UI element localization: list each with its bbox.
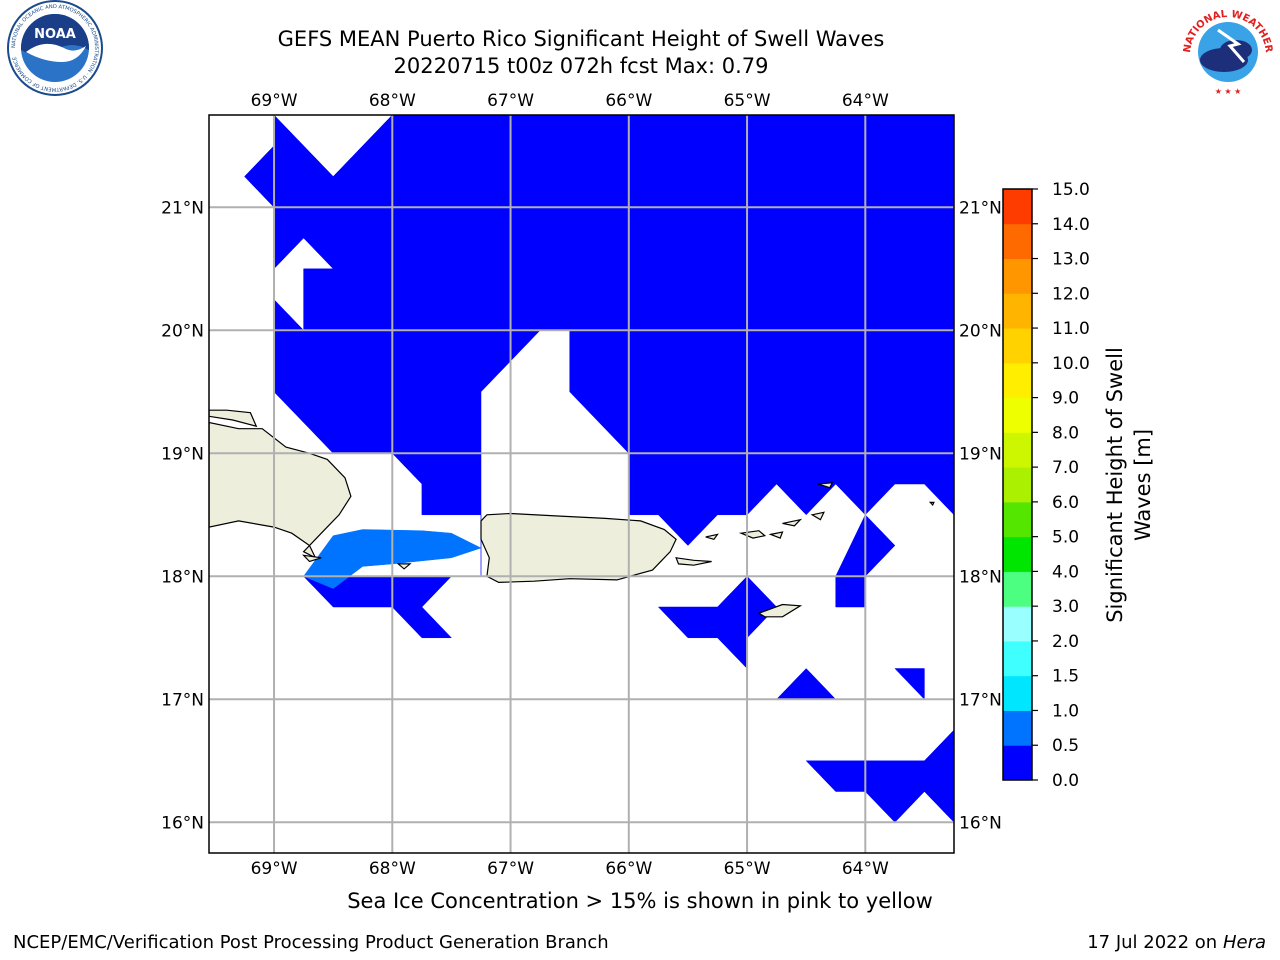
colorbar-tick-label: 0.0	[1052, 771, 1079, 791]
colorbar-tick-label: 1.0	[1052, 701, 1079, 721]
lat-label-left: 18°N	[161, 567, 204, 587]
sea-ice-footnote: Sea Ice Concentration > 15% is shown in …	[0, 889, 1280, 913]
lon-label-top: 69°W	[251, 91, 298, 111]
colorbar-segment	[1003, 502, 1032, 537]
colorbar-segment	[1003, 189, 1032, 224]
lon-label-bottom: 64°W	[842, 859, 889, 879]
colorbar-segment	[1003, 259, 1032, 294]
credit-date-text: 17 Jul 2022 on	[1087, 932, 1223, 953]
colorbar-tick-label: 3.0	[1052, 597, 1079, 617]
colorbar-segment	[1003, 537, 1032, 572]
colorbar-tick-label: 10.0	[1052, 354, 1090, 374]
colorbar-segment	[1003, 398, 1032, 433]
lon-label-bottom: 65°W	[724, 859, 771, 879]
lat-label-right: 19°N	[959, 444, 1002, 464]
colorbar-segment	[1003, 432, 1032, 467]
colorbar-tick-label: 12.0	[1052, 284, 1090, 304]
colorbar-segment	[1003, 676, 1032, 711]
colorbar-segment	[1003, 710, 1032, 745]
lon-label-top: 65°W	[724, 91, 771, 111]
lat-label-right: 20°N	[959, 321, 1002, 341]
colorbar-segment	[1003, 328, 1032, 363]
colorbar-segment	[1003, 745, 1032, 780]
lat-label-left: 21°N	[161, 198, 204, 218]
colorbar-label-line1: Significant Height of Swell	[1103, 347, 1127, 623]
lat-label-right: 18°N	[959, 567, 1002, 587]
lon-label-top: 67°W	[487, 91, 534, 111]
colorbar-tick-label: 4.0	[1052, 562, 1079, 582]
colorbar-segment	[1003, 363, 1032, 398]
colorbar-label: Significant Height of SwellWaves [m]	[1103, 347, 1155, 623]
colorbar-label-line2: Waves [m]	[1131, 429, 1155, 541]
lat-label-right: 17°N	[959, 690, 1002, 710]
lat-label-left: 17°N	[161, 690, 204, 710]
lon-label-bottom: 66°W	[605, 859, 652, 879]
lat-label-left: 19°N	[161, 444, 204, 464]
lat-label-right: 16°N	[959, 813, 1002, 833]
colorbar-tick-label: 5.0	[1052, 528, 1079, 548]
colorbar-tick-label: 2.0	[1052, 632, 1079, 652]
colorbar-tick-label: 14.0	[1052, 215, 1090, 235]
lon-label-top: 66°W	[605, 91, 652, 111]
colorbar-tick-label: 15.0	[1052, 180, 1090, 200]
lon-label-bottom: 67°W	[487, 859, 534, 879]
lon-label-bottom: 69°W	[251, 859, 298, 879]
lat-label-right: 21°N	[959, 198, 1002, 218]
lat-label-left: 20°N	[161, 321, 204, 341]
colorbar-tick-label: 8.0	[1052, 423, 1079, 443]
credit-date: 17 Jul 2022 on Hera	[1087, 932, 1266, 953]
colorbar-tick-label: 9.0	[1052, 389, 1079, 409]
lon-label-top: 68°W	[369, 91, 416, 111]
lat-label-left: 16°N	[161, 813, 204, 833]
colorbar-tick-label: 0.5	[1052, 736, 1079, 756]
colorbar-segment	[1003, 224, 1032, 259]
lon-label-bottom: 68°W	[369, 859, 416, 879]
colorbar-tick-label: 6.0	[1052, 493, 1079, 513]
colorbar-tick-label: 13.0	[1052, 250, 1090, 270]
colorbar-segment	[1003, 606, 1032, 641]
lon-label-top: 64°W	[842, 91, 889, 111]
colorbar-segment	[1003, 293, 1032, 328]
colorbar-tick-label: 1.5	[1052, 667, 1079, 687]
credit-host: Hera	[1223, 932, 1266, 953]
credit-branch: NCEP/EMC/Verification Post Processing Pr…	[13, 932, 609, 953]
colorbar-tick-label: 7.0	[1052, 458, 1079, 478]
colorbar-tick-label: 11.0	[1052, 319, 1090, 339]
colorbar-segment	[1003, 467, 1032, 502]
colorbar-segment	[1003, 571, 1032, 606]
colorbar-segment	[1003, 641, 1032, 676]
